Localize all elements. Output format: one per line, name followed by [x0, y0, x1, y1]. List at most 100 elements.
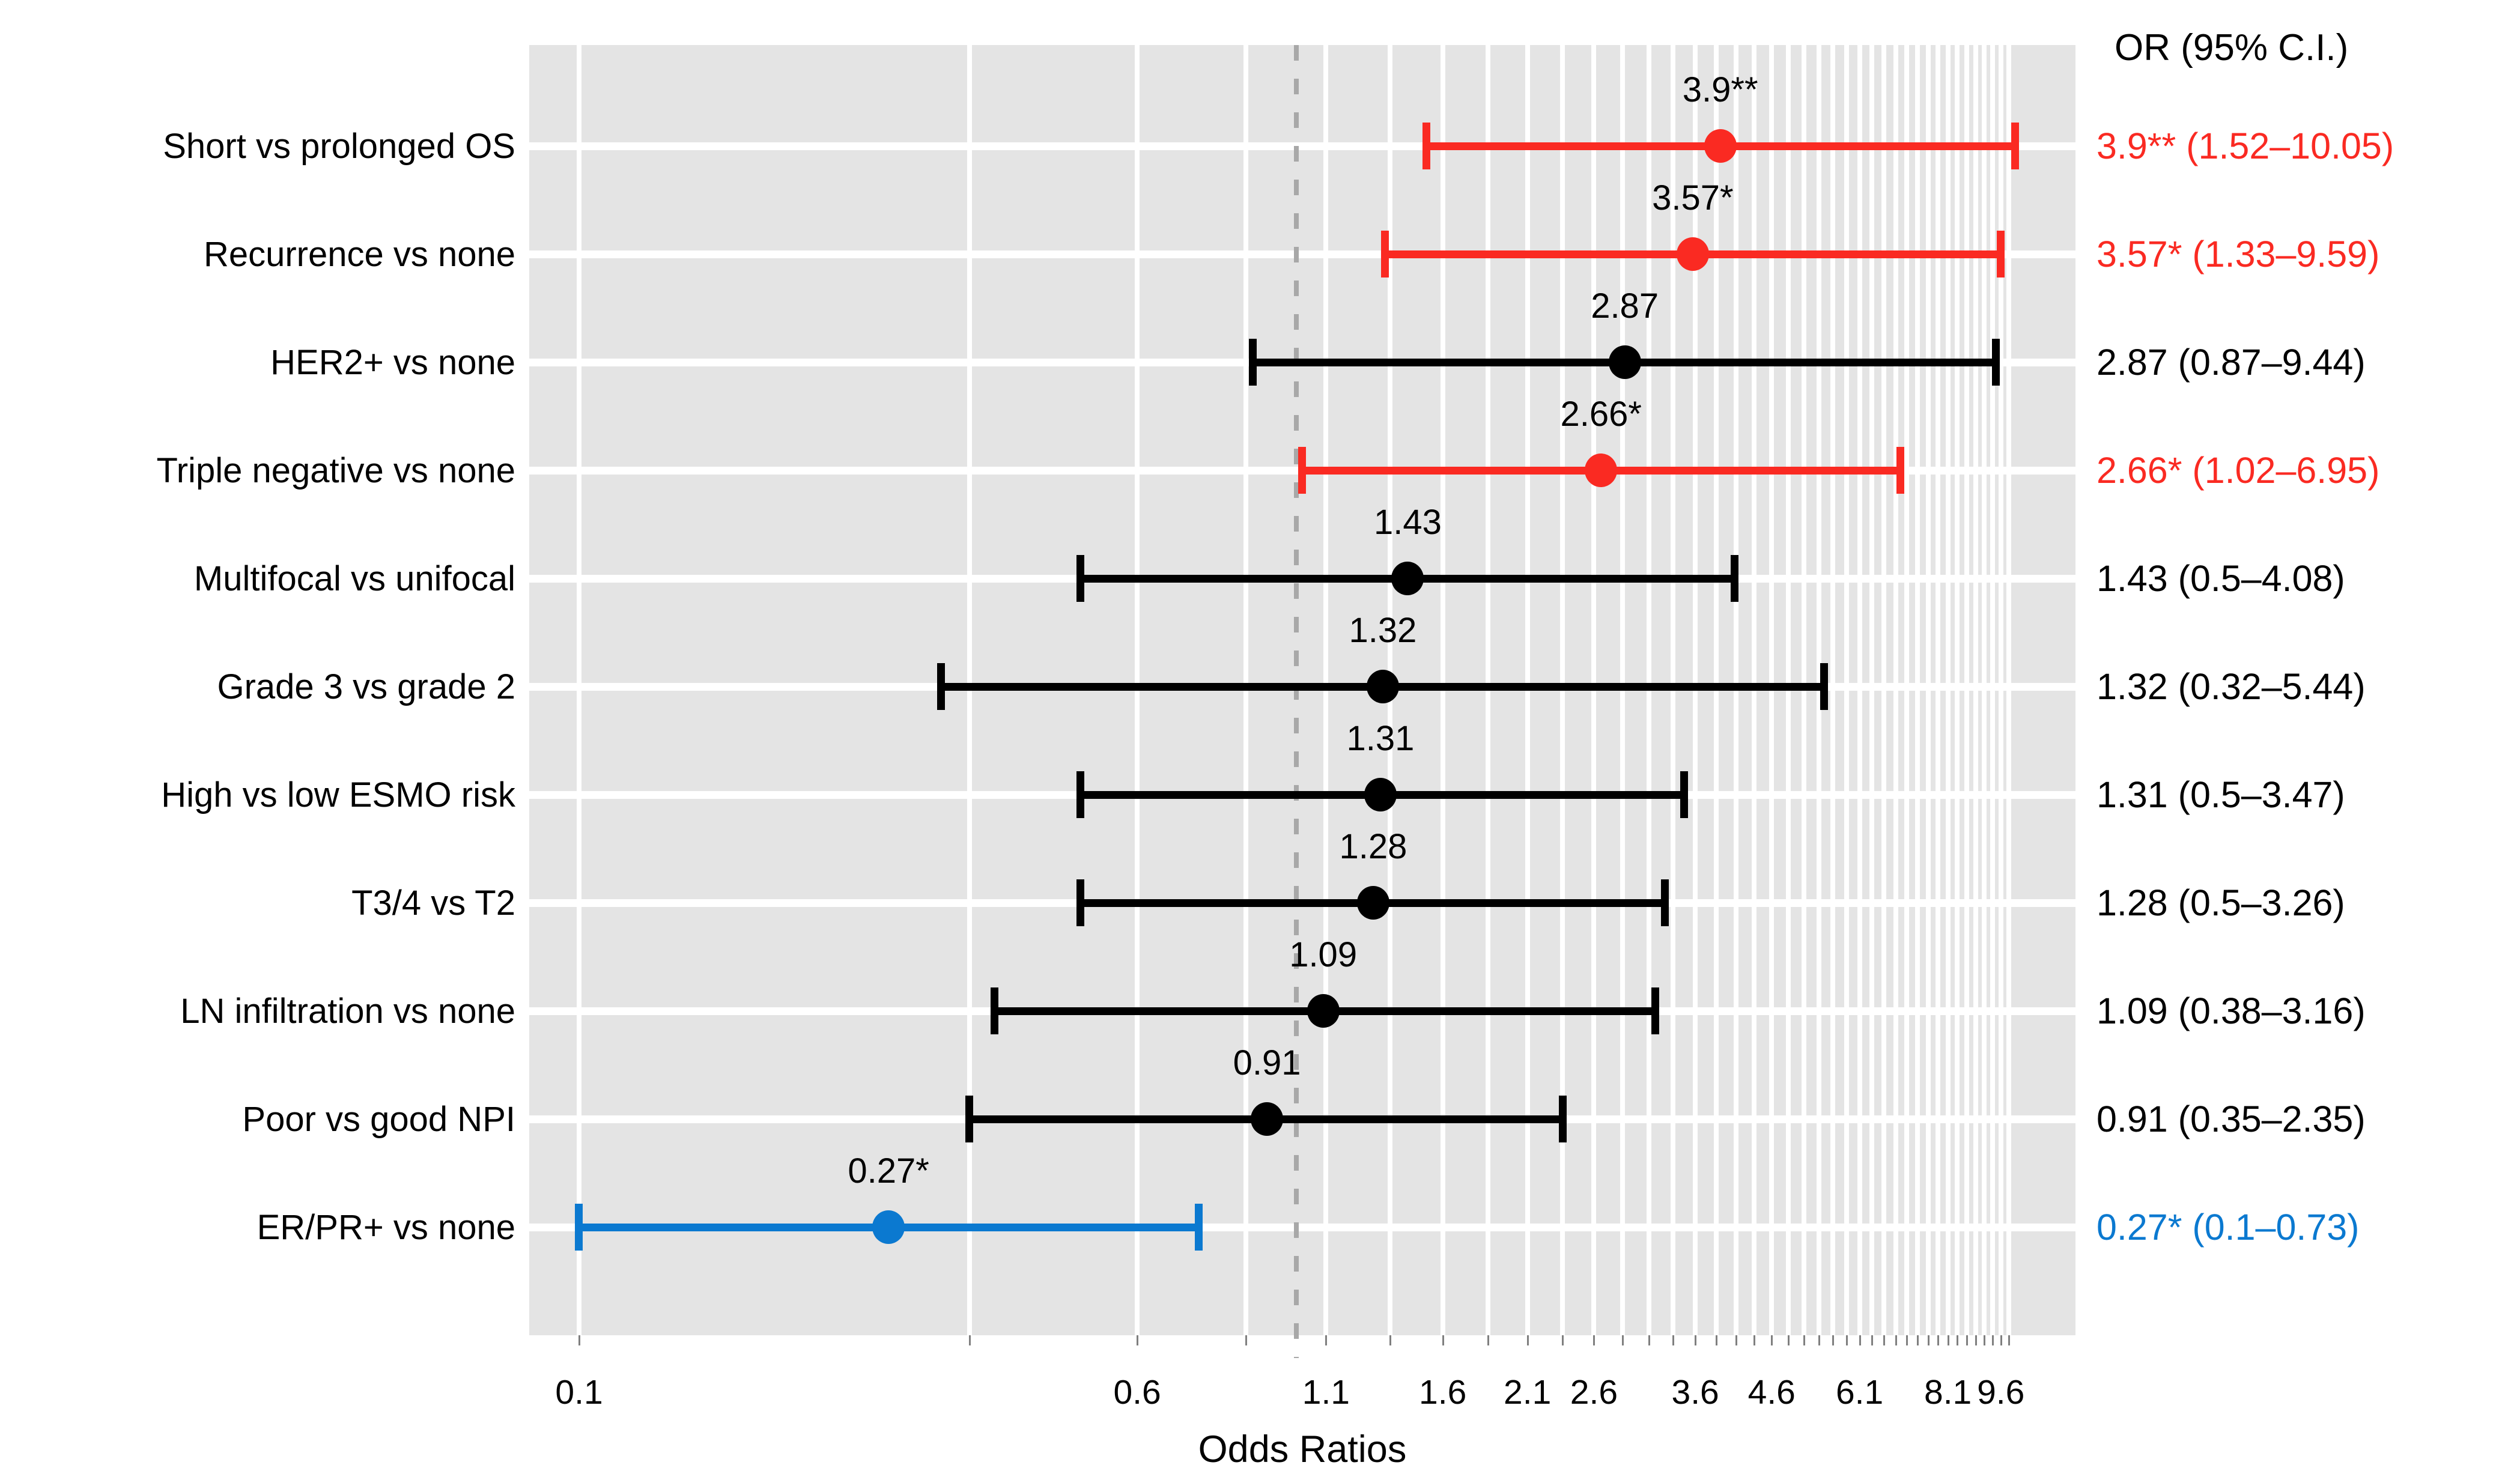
x-axis-tick [1648, 1335, 1650, 1345]
point-value-label: 3.9** [1682, 70, 1758, 109]
x-axis-title: Odds Ratios [1198, 1428, 1407, 1470]
point-value-label: 0.27* [848, 1151, 929, 1190]
ci-cap-right [1194, 1204, 1203, 1251]
point-estimate-dot [1676, 237, 1709, 271]
point-estimate-dot [1366, 670, 1399, 703]
ci-cap-left [1076, 555, 1084, 602]
x-axis-tick [1992, 1335, 1994, 1345]
x-axis-tick [1966, 1335, 1968, 1345]
row-label: Poor vs good NPI [242, 1099, 515, 1139]
x-tick-label: 2.1 [1504, 1373, 1552, 1412]
x-axis-tick [1871, 1335, 1874, 1345]
x-axis-tick [1137, 1335, 1139, 1345]
x-tick-label: 6.1 [1835, 1373, 1884, 1412]
x-axis-tick [1672, 1335, 1674, 1345]
row-label: Recurrence vs none [203, 234, 515, 274]
x-axis-tick [1957, 1335, 1959, 1345]
point-estimate-dot [1251, 1102, 1284, 1136]
x-tick-label: 9.6 [1977, 1373, 2025, 1412]
x-axis-tick [1906, 1335, 1908, 1345]
point-value-label: 1.32 [1349, 611, 1417, 650]
point-estimate-dot [1608, 345, 1641, 379]
row-label: HER2+ vs none [270, 342, 515, 382]
ci-cap-right [1992, 339, 2000, 386]
x-axis-tick [1735, 1335, 1737, 1345]
x-axis-tick [1695, 1335, 1697, 1345]
x-axis-tick [1803, 1335, 1805, 1345]
x-axis-tick [1245, 1335, 1247, 1345]
x-axis-tick [1917, 1335, 1919, 1345]
point-estimate-dot [1356, 886, 1389, 920]
or-ci-text: 0.91 (0.35–2.35) [2096, 1099, 2366, 1139]
or-ci-text: 1.09 (0.38–3.16) [2096, 990, 2366, 1031]
or-ci-text: 1.32 (0.32–5.44) [2096, 666, 2366, 707]
x-tick-label: 3.6 [1671, 1373, 1719, 1412]
x-axis-tick [1389, 1335, 1391, 1345]
x-axis-tick [1927, 1335, 1929, 1345]
x-tick-label: 2.6 [1570, 1373, 1618, 1412]
x-axis-tick [1975, 1335, 1977, 1345]
ci-cap-left [1076, 879, 1084, 926]
ci-cap-left [1298, 447, 1307, 494]
x-tick-label: 1.1 [1302, 1373, 1350, 1412]
x-axis-tick [1771, 1335, 1773, 1345]
ci-cap-left [1076, 771, 1084, 818]
row-label: Multifocal vs unifocal [193, 559, 515, 598]
point-estimate-dot [1364, 778, 1397, 811]
ci-cap-left [937, 663, 946, 710]
x-axis-tick [1983, 1335, 1985, 1345]
row-label: ER/PR+ vs none [257, 1207, 515, 1247]
or-ci-text: 3.9** (1.52–10.05) [2096, 126, 2394, 166]
ci-cap-right [1558, 1096, 1567, 1142]
point-estimate-dot [1391, 562, 1424, 595]
or-ci-text: 1.43 (0.5–4.08) [2096, 558, 2345, 599]
point-estimate-dot [1585, 453, 1618, 487]
or-ci-text: 3.57* (1.33–9.59) [2096, 234, 2380, 274]
x-axis-tick [1947, 1335, 1949, 1345]
x-axis-tick [1753, 1335, 1756, 1345]
x-axis-tick [1895, 1335, 1897, 1345]
x-axis-tick [1845, 1335, 1848, 1345]
x-tick-label: 4.6 [1747, 1373, 1796, 1412]
x-axis-tick [1487, 1335, 1489, 1345]
x-tick-label: 0.6 [1113, 1373, 1161, 1412]
ci-cap-right [1680, 771, 1689, 818]
row-label: Triple negative vs none [156, 450, 515, 490]
ci-cap-right [1820, 663, 1829, 710]
x-axis-tick [1787, 1335, 1790, 1345]
point-value-label: 2.87 [1591, 287, 1659, 326]
x-axis-tick [1526, 1335, 1529, 1345]
row-label: Short vs prolonged OS [163, 126, 515, 166]
x-axis-tick [1859, 1335, 1861, 1345]
ci-cap-right [1997, 231, 2005, 278]
x-axis-tick [2000, 1335, 2002, 1345]
ci-cap-right [1896, 447, 1905, 494]
row-label: High vs low ESMO risk [161, 775, 515, 814]
plot-area: 3.9** 3.57* 2.87 2.66* 1.43 1.32 1.31 1.28 1.09 0… [529, 45, 2075, 1358]
x-axis-tick [968, 1335, 971, 1345]
x-axis-tick [1622, 1335, 1624, 1345]
point-value-label: 2.66* [1560, 395, 1642, 434]
x-axis-tick [1832, 1335, 1835, 1345]
point-value-label: 1.31 [1346, 719, 1415, 758]
x-axis-tick [1818, 1335, 1820, 1345]
reference-line-or-1 [1293, 45, 1299, 1358]
ci-cap-left [991, 987, 999, 1034]
ci-cap-left [1422, 123, 1431, 169]
x-tick-label: 1.6 [1419, 1373, 1467, 1412]
x-axis-tick [1715, 1335, 1717, 1345]
point-estimate-dot [1307, 994, 1340, 1028]
point-value-label: 0.91 [1233, 1043, 1301, 1082]
or-ci-text: 0.27* (0.1–0.73) [2096, 1207, 2360, 1248]
ci-cap-left [1380, 231, 1389, 278]
x-axis-tick [1442, 1335, 1444, 1345]
ci-cap-left [575, 1204, 583, 1251]
point-value-label: 1.43 [1373, 503, 1442, 542]
x-axis-tick [1593, 1335, 1595, 1345]
or-ci-text: 1.28 (0.5–3.26) [2096, 882, 2345, 923]
row-label: Grade 3 vs grade 2 [217, 667, 515, 706]
row-label: LN infiltration vs none [180, 991, 515, 1031]
x-axis-tick [1561, 1335, 1564, 1345]
x-axis-tick [1937, 1335, 1940, 1345]
ci-cap-right [1651, 987, 1659, 1034]
